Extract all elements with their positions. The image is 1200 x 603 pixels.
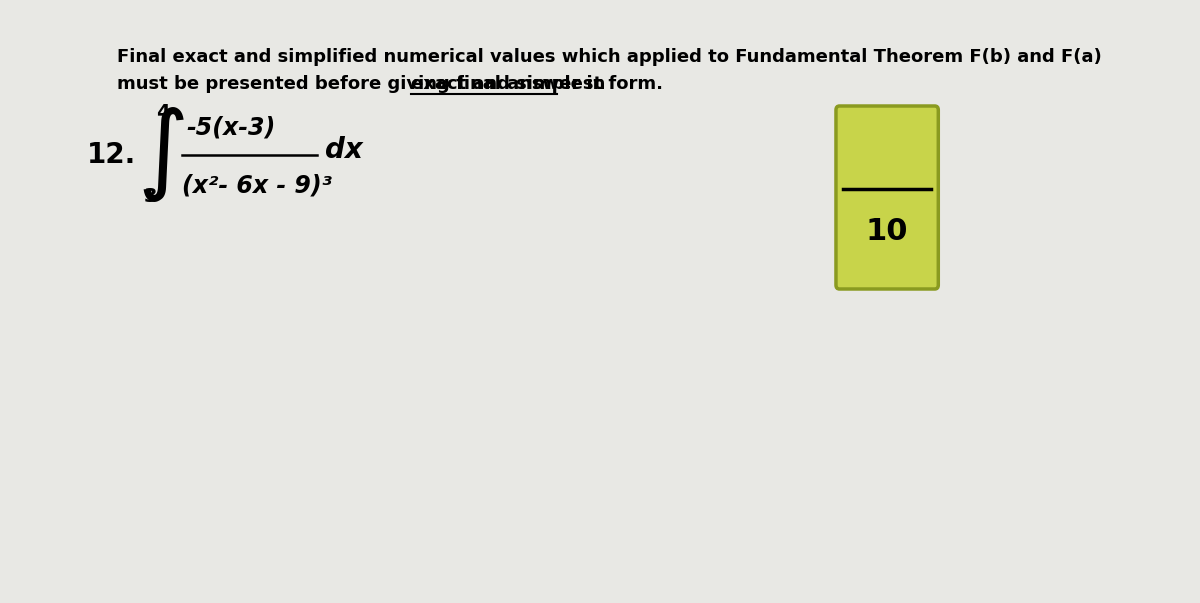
Text: $\int$: $\int$ <box>137 106 185 204</box>
Text: must be presented before giving final answer in: must be presented before giving final an… <box>118 75 612 93</box>
Text: dx: dx <box>325 136 362 164</box>
Text: Final exact and simplified numerical values which applied to Fundamental Theorem: Final exact and simplified numerical val… <box>118 48 1102 66</box>
Text: 4: 4 <box>156 104 169 122</box>
Text: 3: 3 <box>144 188 157 206</box>
Text: (x²- 6x - 9)³: (x²- 6x - 9)³ <box>182 173 332 197</box>
Text: 12.: 12. <box>86 141 136 169</box>
Text: -5(x-3): -5(x-3) <box>186 115 276 139</box>
Text: 10: 10 <box>866 217 908 247</box>
FancyBboxPatch shape <box>836 106 938 289</box>
Text: exact and simplest form.: exact and simplest form. <box>410 75 662 93</box>
